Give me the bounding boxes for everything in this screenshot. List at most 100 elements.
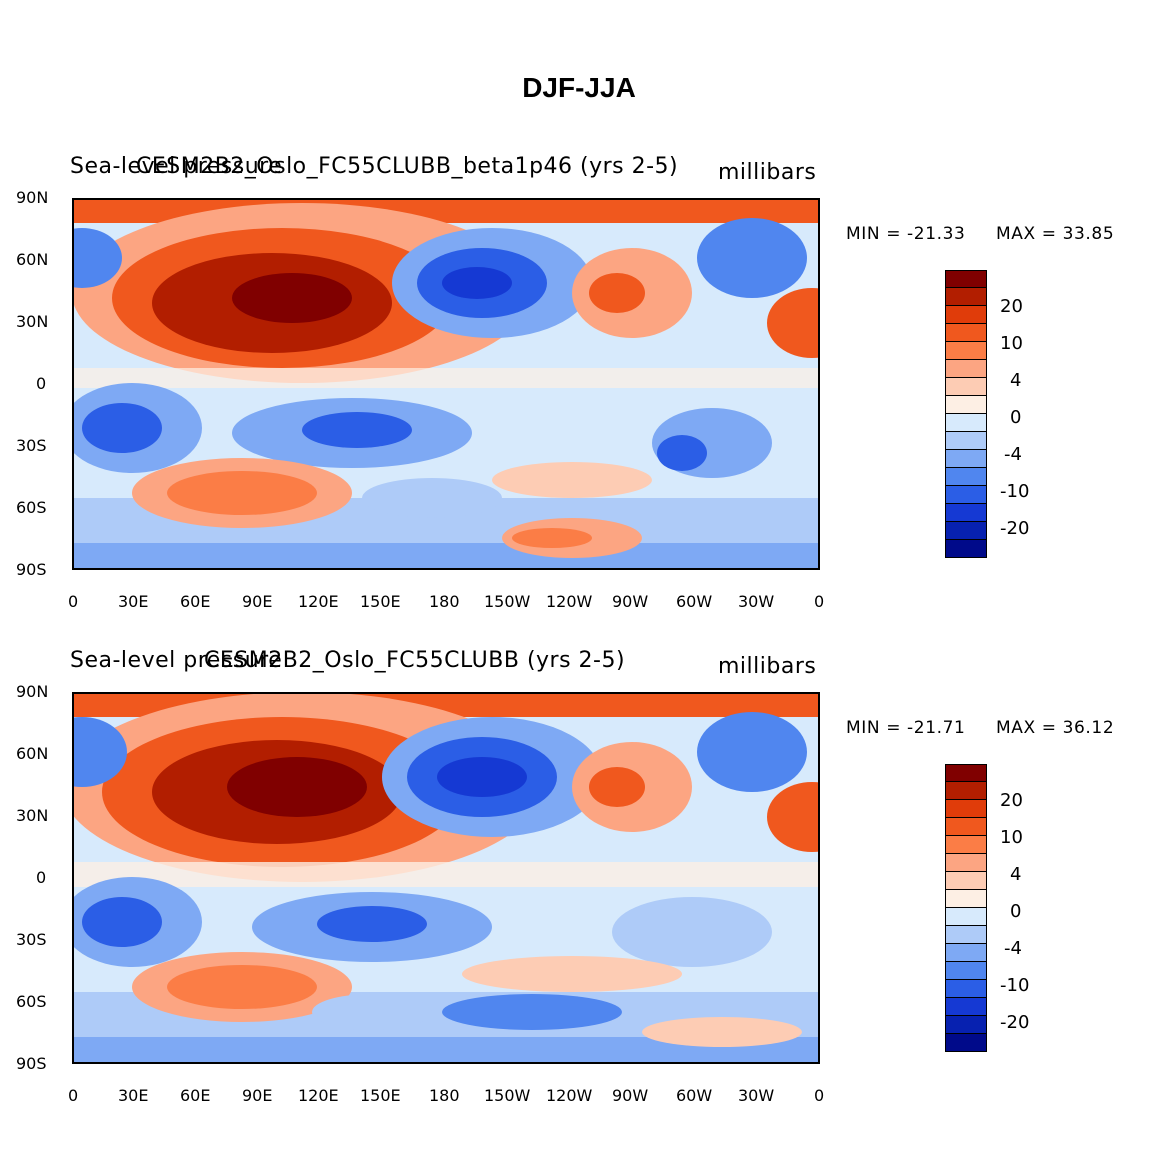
colorbar-swatch: [945, 324, 987, 342]
lat-tick-label: 90N: [16, 188, 49, 207]
lat-tick-label: 90S: [16, 1054, 47, 1073]
lat-tick-label: 30S: [16, 930, 47, 949]
colorbar-swatch: [945, 486, 987, 504]
colorbar-swatch: [945, 504, 987, 522]
colorbar-swatch: [945, 962, 987, 980]
colorbar-label: 20: [1000, 790, 1023, 811]
panel-case-title: CESM2B2_Oslo_FC55CLUBB_beta1p46 (yrs 2-5…: [136, 154, 679, 179]
panel-units: millibars: [718, 160, 817, 185]
lon-tick-label: 120E: [298, 592, 339, 611]
colorbar-swatch: [945, 540, 987, 558]
lon-tick-label: 90W: [612, 592, 649, 611]
lat-tick-label: 90N: [16, 682, 49, 701]
panel-control: Sea-level pressure CESM2B2_Oslo_FC55CLUB…: [0, 644, 1158, 1114]
colorbar-swatch: [945, 926, 987, 944]
colorbar-swatch: [945, 872, 987, 890]
colorbar-swatch: [945, 980, 987, 998]
lon-tick-label: 90W: [612, 1086, 649, 1105]
colorbar-label: -20: [1000, 1012, 1030, 1033]
max-value: MAX = 33.85: [996, 224, 1115, 244]
lon-tick-label: 60E: [180, 592, 211, 611]
colorbar-swatch: [945, 908, 987, 926]
colorbar-swatch: [945, 360, 987, 378]
colorbar-label: -4: [1004, 938, 1022, 959]
colorbar-swatch: [945, 432, 987, 450]
lon-tick-label: 120E: [298, 1086, 339, 1105]
lon-tick-label: 0: [814, 1086, 825, 1105]
colorbar-swatch: [945, 818, 987, 836]
lon-tick-label: 120W: [546, 592, 593, 611]
colorbar-label: 4: [1010, 864, 1022, 885]
colorbar-label: 10: [1000, 827, 1023, 848]
lon-tick-label: 60W: [676, 1086, 713, 1105]
colorbar-swatch: [945, 944, 987, 962]
colorbar-swatch: [945, 396, 987, 414]
colorbar-swatch: [945, 468, 987, 486]
colorbar-label: 0: [1010, 407, 1022, 428]
panel-variable-title: Sea-level pressure: [70, 154, 283, 179]
min-value: MIN = -21.33: [846, 224, 966, 244]
lon-tick-label: 150E: [360, 592, 401, 611]
map-frame: [72, 198, 820, 570]
lon-tick-label: 120W: [546, 1086, 593, 1105]
lat-tick-label: 30S: [16, 436, 47, 455]
colorbar-swatch: [945, 800, 987, 818]
colorbar-label: 4: [1010, 370, 1022, 391]
lon-tick-label: 180: [429, 1086, 460, 1105]
lat-tick-label: 60S: [16, 992, 47, 1011]
lat-tick-label: 60N: [16, 744, 49, 763]
lat-tick-label: 60N: [16, 250, 49, 269]
lon-tick-label: 0: [68, 592, 79, 611]
panel-units: millibars: [718, 654, 817, 679]
colorbar-swatch: [945, 306, 987, 324]
lat-tick-label: 0: [36, 868, 47, 887]
lat-tick-label: 60S: [16, 498, 47, 517]
colorbar-label: 0: [1010, 901, 1022, 922]
panel-case-title: CESM2B2_Oslo_FC55CLUBB (yrs 2-5): [204, 648, 626, 673]
colorbar-swatch: [945, 378, 987, 396]
colorbar-label: 10: [1000, 333, 1023, 354]
colorbar-swatch: [945, 270, 987, 288]
colorbar-swatch: [945, 998, 987, 1016]
lat-tick-label: 30N: [16, 312, 49, 331]
lon-tick-label: 60W: [676, 592, 713, 611]
lon-tick-label: 180: [429, 592, 460, 611]
sea-level-pressure-map: [72, 692, 820, 1064]
lon-tick-label: 90E: [242, 1086, 273, 1105]
lon-tick-label: 30E: [118, 1086, 149, 1105]
colorbar-swatch: [945, 288, 987, 306]
colorbar-swatch: [945, 522, 987, 540]
colorbar-label: -10: [1000, 481, 1030, 502]
colorbar-swatch: [945, 414, 987, 432]
colorbar-swatch: [945, 854, 987, 872]
lon-tick-label: 60E: [180, 1086, 211, 1105]
colorbar-swatch: [945, 1034, 987, 1052]
colorbar-label: 20: [1000, 296, 1023, 317]
colorbar-swatch: [945, 450, 987, 468]
colorbar-swatch: [945, 890, 987, 908]
colorbar-swatch: [945, 836, 987, 854]
lon-tick-label: 0: [68, 1086, 79, 1105]
panel-beta1p46: Sea-level pressure CESM2B2_Oslo_FC55CLUB…: [0, 150, 1158, 620]
lat-tick-label: 90S: [16, 560, 47, 579]
colorbar: [945, 764, 987, 1052]
colorbar-label: -4: [1004, 444, 1022, 465]
colorbar-swatch: [945, 782, 987, 800]
colorbar-swatch: [945, 342, 987, 360]
lon-tick-label: 30E: [118, 592, 149, 611]
max-value: MAX = 36.12: [996, 718, 1115, 738]
panel-variable-title: Sea-level pressure: [70, 648, 283, 673]
lon-tick-label: 0: [814, 592, 825, 611]
colorbar: [945, 270, 987, 558]
figure-title: DJF-JJA: [522, 72, 636, 103]
lon-tick-label: 90E: [242, 592, 273, 611]
lat-tick-label: 0: [36, 374, 47, 393]
lon-tick-label: 30W: [738, 592, 775, 611]
lon-tick-label: 150W: [484, 1086, 531, 1105]
lon-tick-label: 30W: [738, 1086, 775, 1105]
lat-tick-label: 30N: [16, 806, 49, 825]
lon-tick-label: 150E: [360, 1086, 401, 1105]
colorbar-label: -10: [1000, 975, 1030, 996]
colorbar-label: -20: [1000, 518, 1030, 539]
sea-level-pressure-map: [72, 198, 820, 570]
